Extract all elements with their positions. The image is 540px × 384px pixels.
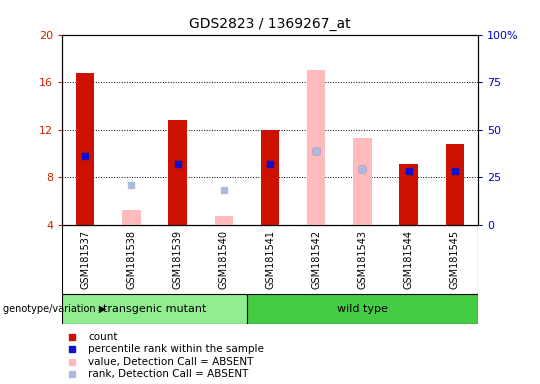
- Bar: [76, 73, 94, 225]
- Title: GDS2823 / 1369267_at: GDS2823 / 1369267_at: [189, 17, 351, 31]
- Text: wild type: wild type: [337, 304, 388, 314]
- Text: GSM181543: GSM181543: [357, 230, 367, 289]
- Bar: [261, 130, 279, 225]
- Bar: [214, 216, 233, 225]
- Text: GSM181538: GSM181538: [126, 230, 137, 289]
- Text: GSM181545: GSM181545: [450, 230, 460, 289]
- Text: GSM181541: GSM181541: [265, 230, 275, 289]
- Bar: [400, 164, 418, 225]
- Text: genotype/variation ▶: genotype/variation ▶: [3, 304, 106, 314]
- Text: GSM181539: GSM181539: [173, 230, 183, 289]
- Text: GSM181542: GSM181542: [311, 230, 321, 289]
- Text: transgenic mutant: transgenic mutant: [103, 304, 206, 314]
- Bar: [247, 294, 478, 324]
- Text: value, Detection Call = ABSENT: value, Detection Call = ABSENT: [88, 357, 254, 367]
- Text: GSM181544: GSM181544: [403, 230, 414, 289]
- Text: GSM181537: GSM181537: [80, 230, 90, 289]
- Text: GSM181540: GSM181540: [219, 230, 229, 289]
- Text: rank, Detection Call = ABSENT: rank, Detection Call = ABSENT: [88, 369, 248, 379]
- Bar: [62, 294, 247, 324]
- Bar: [307, 70, 326, 225]
- Text: count: count: [88, 332, 118, 342]
- Bar: [353, 138, 372, 225]
- Bar: [122, 210, 140, 225]
- Bar: [168, 120, 187, 225]
- Text: percentile rank within the sample: percentile rank within the sample: [88, 344, 264, 354]
- Bar: [446, 144, 464, 225]
